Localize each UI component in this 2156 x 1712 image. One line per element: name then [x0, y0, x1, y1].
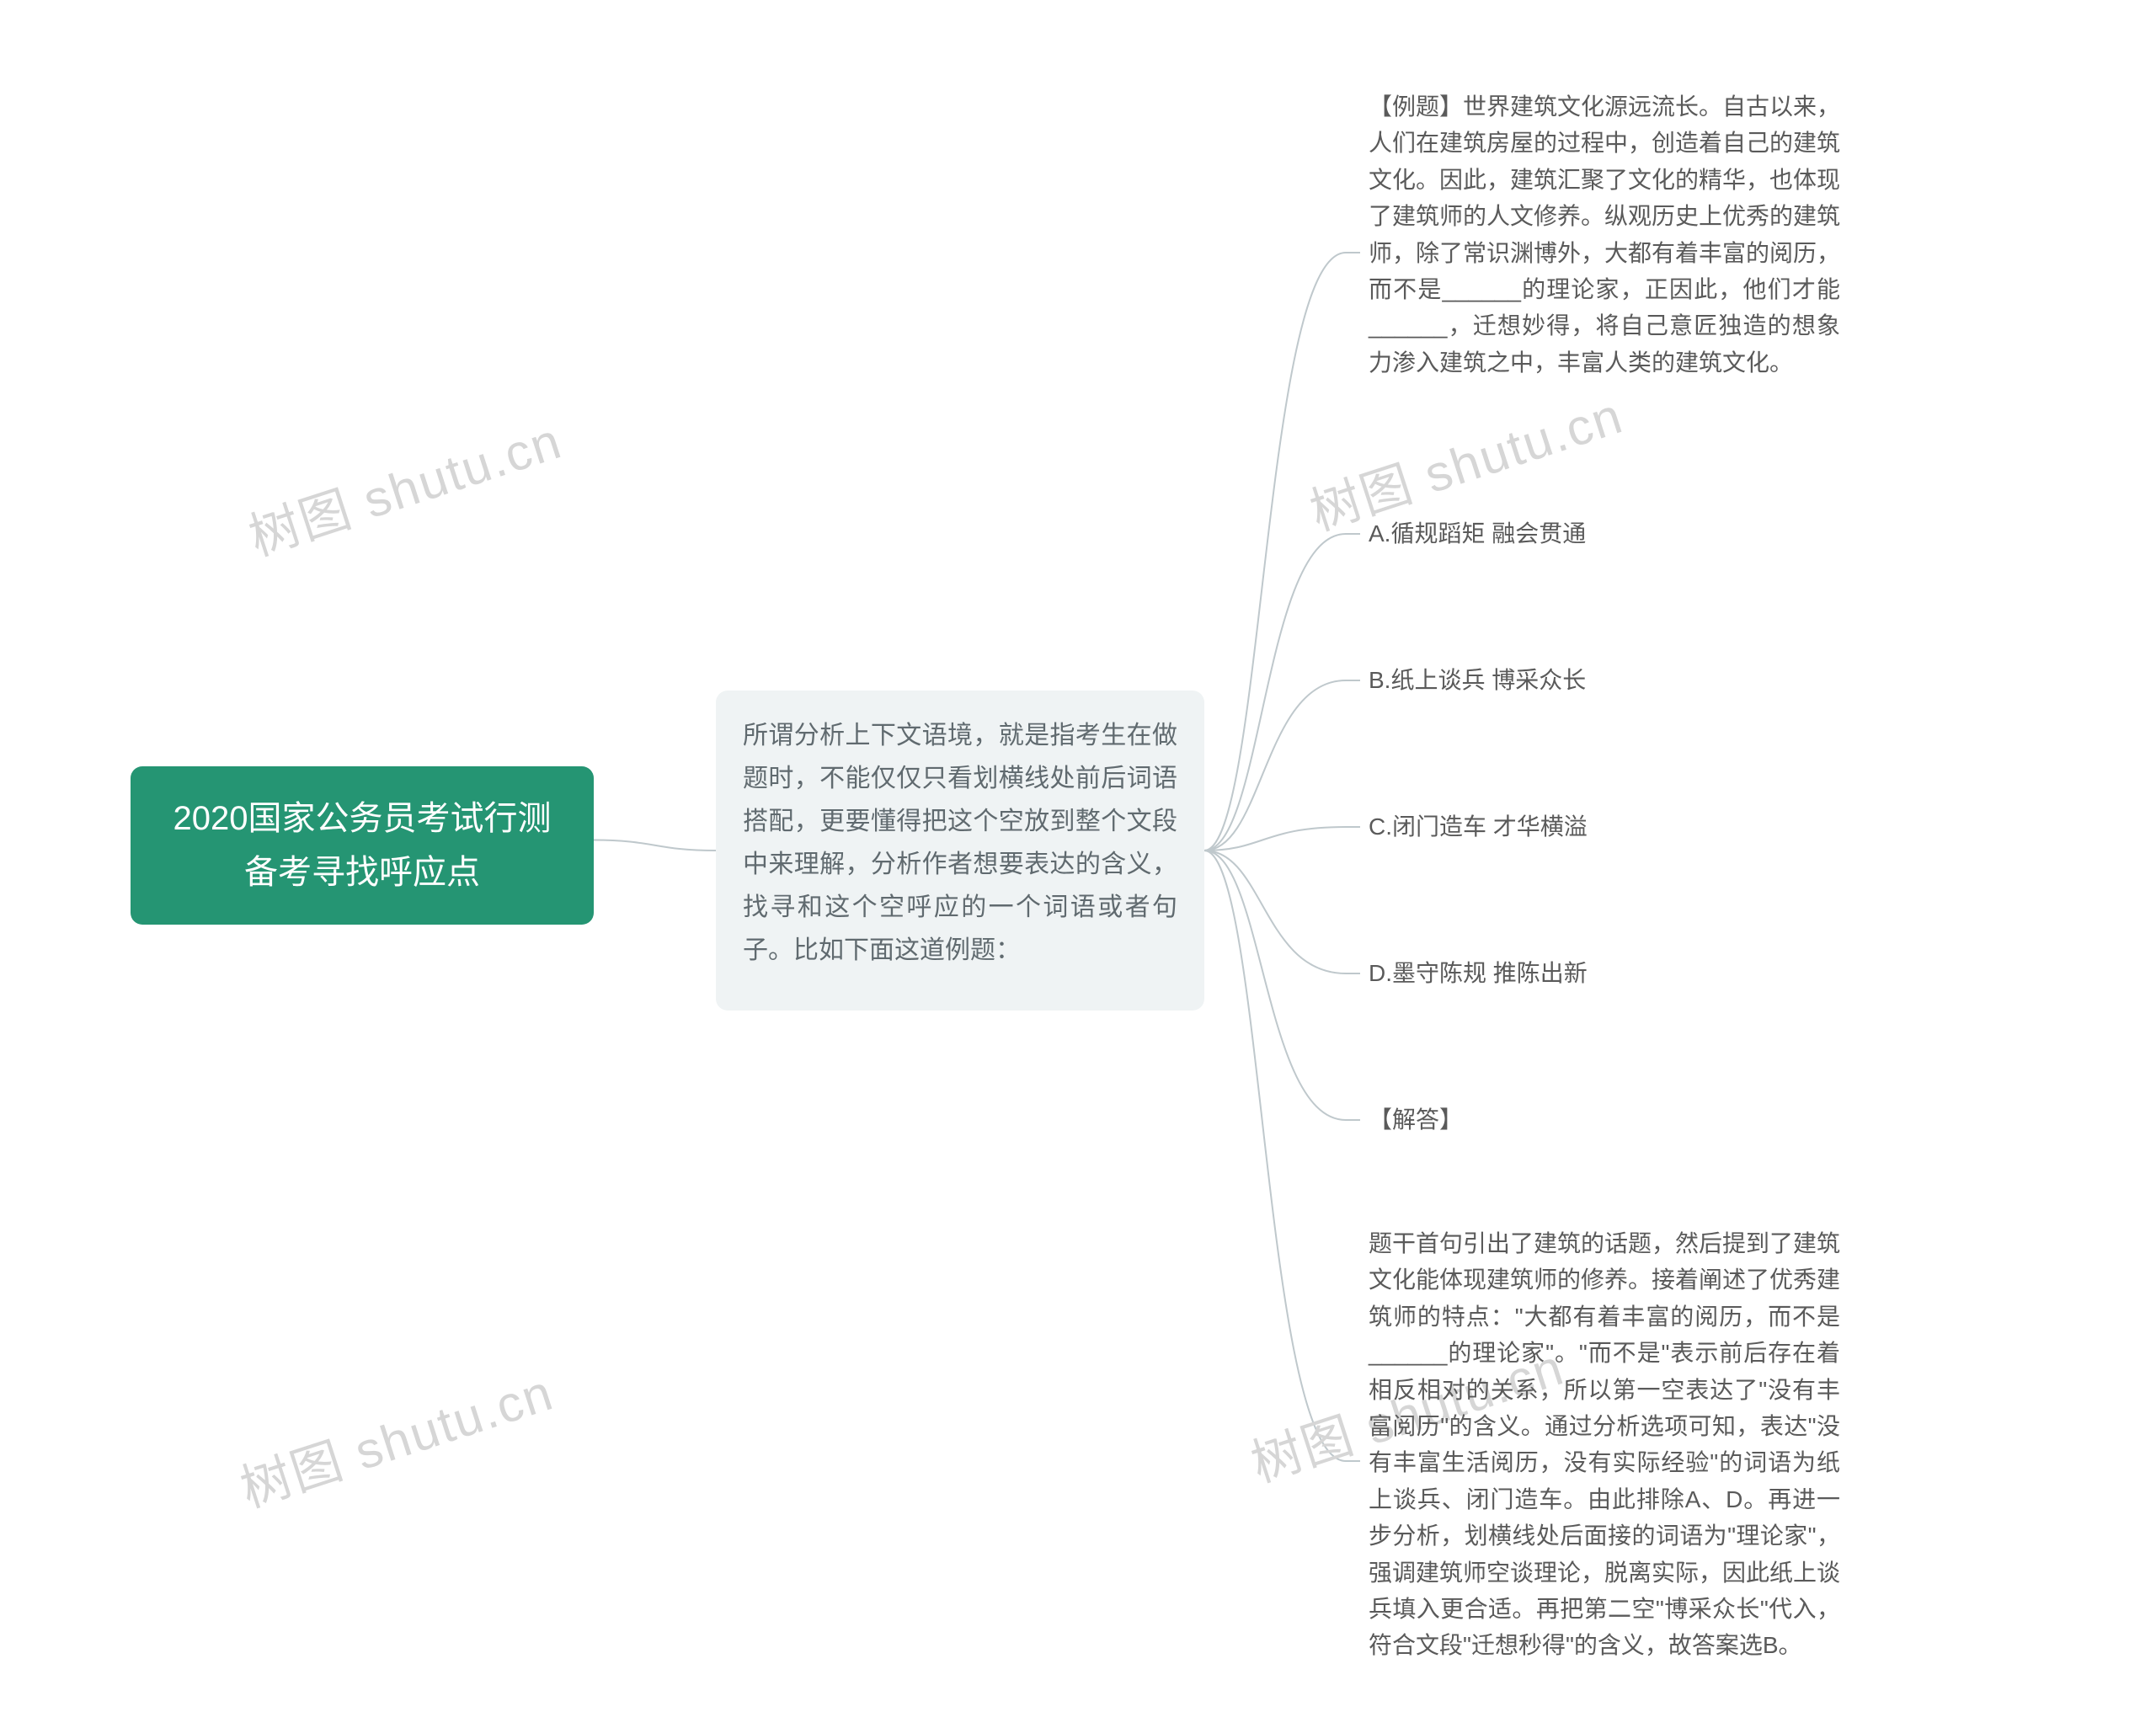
leaf-node-3[interactable]: C.闭门造车 才华横溢 [1369, 808, 1840, 845]
mindmap-canvas: 树图 shutu.cn树图 shutu.cn树图 shutu.cn树图 shut… [0, 0, 2156, 1712]
leaf-node-5[interactable]: 【解答】 [1369, 1101, 1840, 1138]
leaf-node-4[interactable]: D.墨守陈规 推陈出新 [1369, 955, 1840, 991]
watermark: 树图 shutu.cn [230, 1352, 562, 1522]
leaf-node-6[interactable]: 题干首句引出了建筑的话题，然后提到了建筑文化能体现建筑师的修养。接着阐述了优秀建… [1369, 1225, 1840, 1664]
sub-node[interactable]: 所谓分析上下文语境，就是指考生在做题时，不能仅仅只看划横线处前后词语搭配，更要懂… [716, 691, 1204, 1011]
leaf-node-2[interactable]: B.纸上谈兵 博采众长 [1369, 662, 1840, 698]
watermark: 树图 shutu.cn [238, 400, 570, 570]
root-node[interactable]: 2020国家公务员考试行测 备考寻找呼应点 [131, 766, 594, 925]
root-line1: 2020国家公务员考试行测 [173, 800, 552, 837]
leaf-node-0[interactable]: 【例题】世界建筑文化源远流长。自古以来，人们在建筑房屋的过程中，创造着自己的建筑… [1369, 88, 1840, 381]
leaf-node-1[interactable]: A.循规蹈矩 融会贯通 [1369, 515, 1840, 552]
root-line2: 备考寻找呼应点 [244, 854, 480, 891]
sub-node-text: 所谓分析上下文语境，就是指考生在做题时，不能仅仅只看划横线处前后词语搭配，更要懂… [743, 722, 1177, 964]
